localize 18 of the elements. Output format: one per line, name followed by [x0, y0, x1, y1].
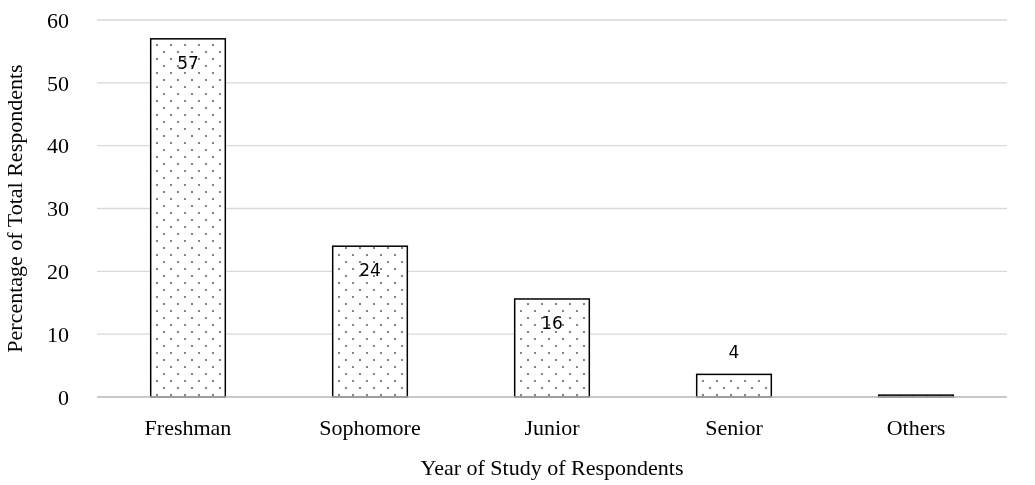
- x-tick-label: Junior: [524, 415, 581, 440]
- x-tick-label: Sophomore: [319, 415, 421, 440]
- y-tick-label: 30: [47, 196, 69, 222]
- data-label: 24: [359, 260, 381, 281]
- y-tick-label: 20: [47, 259, 69, 285]
- y-tick-label: 60: [47, 7, 69, 33]
- data-label: 4: [728, 342, 740, 363]
- y-tick-label: 0: [58, 384, 69, 410]
- y-tick-label: 10: [47, 321, 69, 347]
- y-tick-label: 40: [47, 133, 69, 159]
- y-axis-title: Percentage of Total Respondents: [2, 64, 27, 353]
- x-tick-label: Freshman: [144, 415, 232, 440]
- x-axis-title: Year of Study of Respondents: [420, 455, 684, 480]
- x-tick-label: Senior: [705, 415, 764, 440]
- x-tick-label: Others: [886, 415, 946, 440]
- data-label: 16: [541, 312, 563, 333]
- y-tick-label: 50: [47, 70, 69, 96]
- data-label: 57: [177, 52, 199, 73]
